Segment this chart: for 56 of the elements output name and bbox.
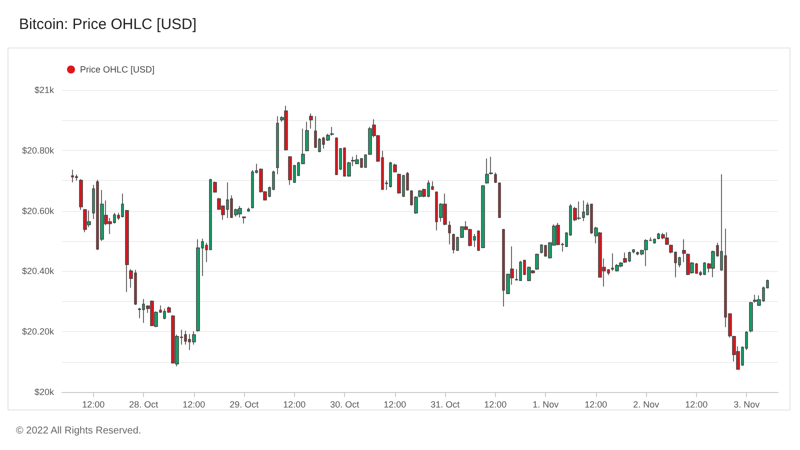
candlestick xyxy=(71,169,74,183)
candlestick xyxy=(242,216,246,224)
candlestick xyxy=(150,300,154,327)
candlestick xyxy=(355,154,359,164)
candlestick xyxy=(364,154,367,168)
candlestick xyxy=(196,238,200,332)
candlestick xyxy=(653,238,656,244)
candlestick xyxy=(276,116,279,175)
candlestick xyxy=(577,201,581,220)
y-tick-label: $20.20k xyxy=(22,326,54,337)
candlestick xyxy=(448,220,451,245)
legend-label: Price OHLC [USD] xyxy=(80,64,155,74)
chart-title: Bitcoin: Price OHLC [USD] xyxy=(19,16,197,33)
y-tick-label: $20.80k xyxy=(22,145,54,156)
candlestick xyxy=(305,121,309,152)
text: © 2022 All Rights Reserved. xyxy=(16,426,142,436)
candlestick xyxy=(79,178,83,210)
candlestick xyxy=(623,252,627,264)
x-tick-label: 12:00 xyxy=(685,400,708,410)
candlestick xyxy=(665,232,669,246)
x-tick-label: 3. Nov xyxy=(734,400,760,410)
candlestick xyxy=(238,206,242,218)
x-tick-label: 12:00 xyxy=(584,400,608,410)
candlestick xyxy=(314,116,317,148)
x-tick-label: 30. Oct xyxy=(330,400,360,410)
candlestick xyxy=(288,156,292,186)
x-tick-label: 12:00 xyxy=(182,400,206,410)
candlestick xyxy=(418,190,422,198)
x-tick-label: 12:00 xyxy=(82,400,105,410)
x-tick-label: 28. Oct xyxy=(129,400,159,410)
candlestick xyxy=(540,244,543,254)
x-tick-label: 31. Oct xyxy=(430,400,460,410)
x-tick-label: 2. Nov xyxy=(633,400,660,410)
y-tick-label: $20.60k xyxy=(22,206,54,216)
candlestick xyxy=(87,210,91,228)
candlestick xyxy=(397,173,401,194)
candlestick xyxy=(644,238,648,266)
candlestick xyxy=(485,158,489,184)
x-tick-label: 29. Oct xyxy=(230,400,260,410)
y-tick-label: $21k xyxy=(34,85,54,95)
x-tick-label: 12:00 xyxy=(384,400,406,410)
candlestick xyxy=(83,208,87,233)
candlestick xyxy=(309,113,313,130)
candlestick xyxy=(171,314,175,364)
candlestick xyxy=(335,137,338,176)
candlestick xyxy=(481,184,485,249)
x-tick-label: 1. Nov xyxy=(532,400,560,410)
candlestick xyxy=(452,233,455,254)
y-tick-label: $20.40k xyxy=(22,266,54,276)
candlestick xyxy=(519,260,522,281)
candlestick xyxy=(535,253,539,270)
candlestick xyxy=(284,105,288,151)
y-tick-label: $20k xyxy=(34,387,54,397)
x-tick-label: 12:00 xyxy=(484,400,507,410)
x-tick-label: 12:00 xyxy=(283,400,306,410)
candlestick xyxy=(443,193,447,226)
